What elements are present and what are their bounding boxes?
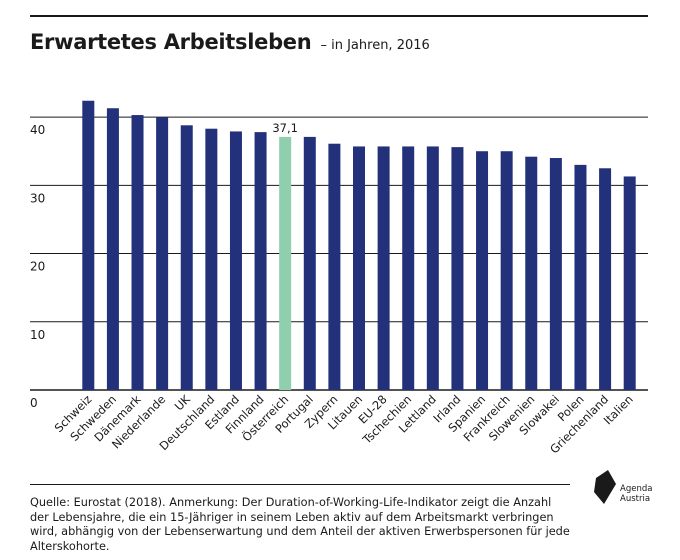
- bar: [402, 146, 415, 390]
- logo-text: Agenda Austria: [620, 484, 652, 504]
- top-rule: [30, 15, 648, 17]
- bar: [106, 108, 119, 391]
- bar: [205, 128, 218, 390]
- bar: [377, 146, 390, 390]
- logo-text-line2: Austria: [620, 494, 651, 504]
- bar: [254, 132, 267, 390]
- y-axis-ticks: 0 10 20 30 40: [30, 123, 45, 410]
- y-tick-label: 30: [30, 191, 45, 205]
- bar: [426, 146, 439, 390]
- bar: [82, 100, 95, 390]
- chart-subtitle: – in Jahren, 2016: [320, 38, 430, 53]
- bar: [574, 164, 587, 390]
- bar: [599, 168, 612, 390]
- y-tick-label: 10: [30, 328, 45, 342]
- bar: [549, 158, 562, 390]
- logo-text-line1: Agenda: [620, 484, 653, 494]
- bar-chart: 0 10 20 30 40 37,1 SchweizSchwedenDänemarkNi…: [30, 100, 648, 457]
- bar: [328, 143, 341, 390]
- bar: [229, 131, 242, 390]
- bars: [82, 100, 636, 391]
- bar: [131, 115, 144, 390]
- bar: [525, 156, 538, 390]
- y-tick-label: 20: [30, 260, 45, 274]
- bottom-rule: [30, 484, 570, 485]
- chart-title: Erwartetes Arbeitsleben: [30, 30, 312, 54]
- y-tick-label: 0: [30, 396, 38, 410]
- y-tick-label: 40: [30, 123, 45, 137]
- agenda-austria-logo-icon: [594, 470, 616, 504]
- bar: [476, 151, 489, 390]
- data-label: 37,1: [272, 121, 298, 135]
- title-row: Erwartetes Arbeitsleben – in Jahren, 201…: [30, 30, 430, 54]
- bar: [353, 146, 365, 390]
- bar: [279, 136, 292, 390]
- bar: [451, 147, 464, 390]
- source-note: Quelle: Eurostat (2018). Anmerkung: Der …: [30, 496, 570, 553]
- bar: [156, 117, 169, 390]
- bar: [623, 176, 636, 390]
- data-labels: 37,1: [272, 121, 298, 135]
- bar: [180, 125, 193, 390]
- bar: [500, 151, 513, 390]
- bar: [303, 136, 316, 390]
